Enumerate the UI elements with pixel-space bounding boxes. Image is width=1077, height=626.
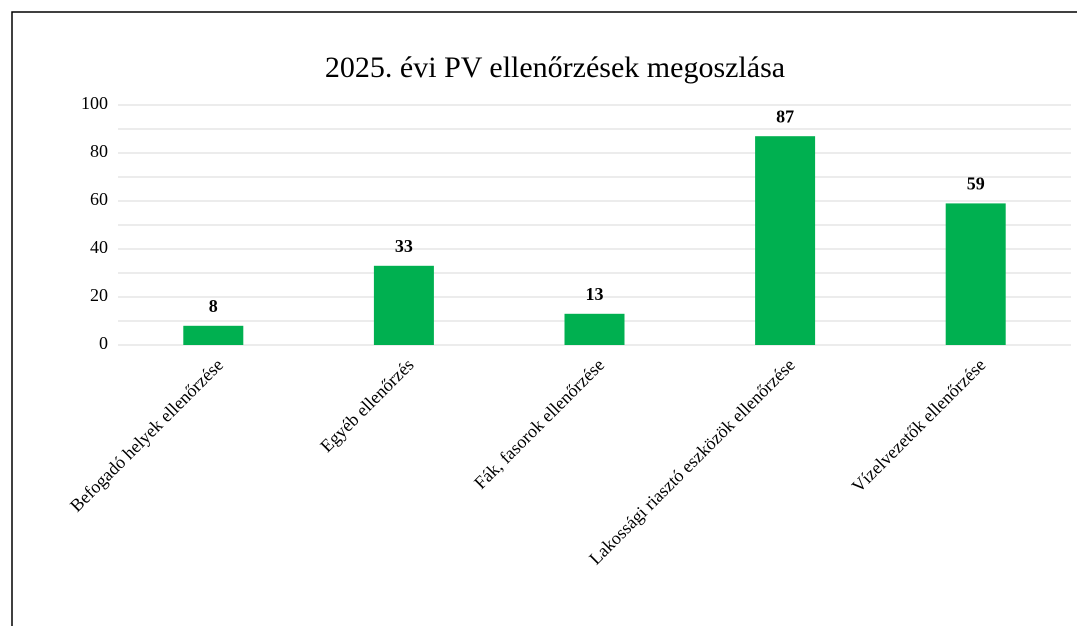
bar [564, 313, 625, 345]
data-label: 8 [209, 296, 218, 316]
y-tick-label: 60 [90, 189, 108, 209]
y-tick-label: 40 [90, 237, 108, 257]
y-tick-label: 80 [90, 141, 108, 161]
chart-title: 2025. évi PV ellenőrzések megoszlása [325, 51, 785, 84]
y-tick-label: 100 [81, 93, 108, 113]
data-label: 13 [586, 284, 604, 304]
bar [945, 203, 1006, 345]
y-tick-label: 20 [90, 285, 108, 305]
bar [755, 136, 816, 345]
bar [183, 325, 244, 345]
chart-frame [11, 11, 1077, 626]
data-label: 59 [967, 174, 985, 194]
data-label: 87 [776, 106, 794, 126]
y-tick-label: 0 [99, 333, 108, 353]
data-label: 33 [395, 236, 413, 256]
bar [373, 265, 434, 345]
